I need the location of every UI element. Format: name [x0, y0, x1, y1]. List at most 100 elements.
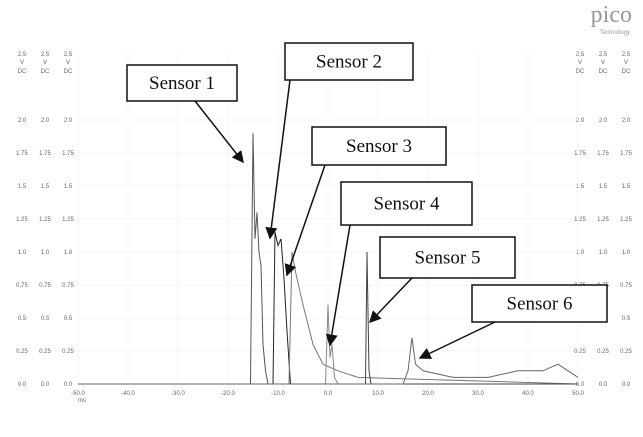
y-tick-label: 1.25 — [597, 217, 609, 223]
y-tick-label: 0.0 — [599, 382, 608, 388]
y-tick-label: 2.5 — [18, 52, 27, 58]
y-tick-label: 2.0 — [622, 118, 631, 124]
y-tick-label: 0.75 — [16, 283, 28, 289]
y-unit: V — [66, 60, 70, 66]
y-tick-label: 1.0 — [18, 250, 27, 256]
y-tick-label: 0.0 — [622, 382, 631, 388]
y-unit: V — [578, 60, 582, 66]
y-unit: DC — [599, 69, 608, 75]
annotation-box — [126, 64, 238, 102]
x-tick-label: -20.0 — [221, 391, 235, 397]
trace — [78, 133, 578, 385]
x-tick-label: -10.0 — [271, 391, 285, 397]
y-tick-label: 2.5 — [41, 52, 50, 58]
y-tick-label: 2.0 — [41, 118, 50, 124]
y-unit: V — [43, 60, 47, 66]
annotation-arrow — [194, 100, 244, 164]
y-tick-label: 1.0 — [41, 250, 50, 256]
y-unit: DC — [576, 69, 585, 75]
y-tick-label: 0.25 — [574, 349, 586, 355]
y-tick-label: 1.5 — [18, 184, 27, 190]
x-tick-label: 10.0 — [372, 391, 384, 397]
y-tick-label: 2.5 — [599, 52, 608, 58]
y-tick-label: 0.5 — [64, 316, 73, 322]
y-unit: V — [601, 60, 605, 66]
annotation-arrow — [325, 224, 351, 347]
y-tick-label: 1.5 — [622, 184, 631, 190]
y-tick-label: 1.0 — [576, 250, 585, 256]
y-tick-label: 1.75 — [574, 151, 586, 157]
y-tick-label: 1.5 — [576, 184, 585, 190]
y-tick-label: 1.5 — [599, 184, 608, 190]
annotation-label: Sensor 1 — [149, 73, 215, 94]
annotation-label: Sensor 5 — [415, 248, 481, 269]
y-tick-label: 2.5 — [576, 52, 585, 58]
y-unit: DC — [18, 69, 27, 75]
y-tick-label: 2.0 — [599, 118, 608, 124]
annotation-box — [284, 42, 414, 81]
y-unit: V — [20, 60, 24, 66]
y-tick-label: 0.5 — [41, 316, 50, 322]
trace — [78, 251, 579, 385]
y-tick-label: 1.75 — [16, 151, 28, 157]
y-tick-label: 1.25 — [62, 217, 74, 223]
annotation-arrow — [368, 277, 413, 324]
y-tick-label: 0.75 — [62, 283, 74, 289]
x-tick-label: 0.0 — [324, 391, 333, 397]
y-tick-label: 2.0 — [576, 118, 585, 124]
annotation-label: Sensor 6 — [507, 294, 573, 315]
brand: pico — [591, 2, 632, 28]
y-unit: DC — [41, 69, 50, 75]
y-tick-label: 0.0 — [41, 382, 50, 388]
y-tick-label: 1.25 — [574, 217, 586, 223]
trace — [78, 304, 578, 385]
y-tick-label: 1.75 — [597, 151, 609, 157]
y-unit: DC — [64, 69, 73, 75]
y-tick-label: 0.25 — [597, 349, 609, 355]
annotation-box — [471, 284, 608, 323]
y-tick-label: 2.5 — [622, 52, 631, 58]
y-tick-label: 2.0 — [18, 118, 27, 124]
annotation-label: Sensor 2 — [316, 52, 382, 73]
y-tick-label: 2.5 — [64, 52, 73, 58]
x-tick-label: 20.0 — [422, 391, 434, 397]
y-tick-label: 0.5 — [18, 316, 27, 322]
y-tick-label: 0.75 — [620, 283, 632, 289]
y-tick-label: 0.0 — [18, 382, 27, 388]
x-tick-label: 40.0 — [522, 391, 534, 397]
y-tick-label: 1.0 — [622, 250, 631, 256]
y-tick-label: 1.75 — [620, 151, 632, 157]
y-unit: DC — [622, 69, 631, 75]
x-tick-label: -50.0 — [71, 391, 85, 397]
y-tick-label: 1.25 — [16, 217, 28, 223]
y-tick-label: 0.5 — [622, 316, 631, 322]
y-tick-label: 0.0 — [576, 382, 585, 388]
y-tick-label: 0.25 — [620, 349, 632, 355]
y-tick-label: 1.5 — [64, 184, 73, 190]
y-tick-label: 0.0 — [64, 382, 73, 388]
x-tick-label: 30.0 — [472, 391, 484, 397]
y-tick-label: 1.5 — [41, 184, 50, 190]
y-tick-label: 1.75 — [62, 151, 74, 157]
y-tick-label: 1.75 — [39, 151, 51, 157]
annotation-box — [379, 236, 516, 279]
y-tick-label: 0.25 — [16, 349, 28, 355]
x-tick-label: 50.0 — [572, 391, 584, 397]
y-tick-label: 1.0 — [64, 250, 73, 256]
y-unit: V — [624, 60, 628, 66]
brand-sub: Technology — [600, 30, 630, 36]
y-tick-label: 0.75 — [39, 283, 51, 289]
y-tick-label: 2.0 — [64, 118, 73, 124]
x-tick-label: -30.0 — [171, 391, 185, 397]
y-tick-label: 1.25 — [39, 217, 51, 223]
x-unit: ms — [78, 398, 86, 404]
annotation-arrow — [265, 79, 291, 240]
annotation-label: Sensor 3 — [346, 136, 412, 157]
annotation-arrow — [418, 321, 496, 359]
x-tick-label: -40.0 — [121, 391, 135, 397]
trace — [78, 337, 579, 385]
annotation-box — [311, 126, 447, 166]
annotation-box — [340, 181, 473, 226]
y-tick-label: 1.25 — [620, 217, 632, 223]
